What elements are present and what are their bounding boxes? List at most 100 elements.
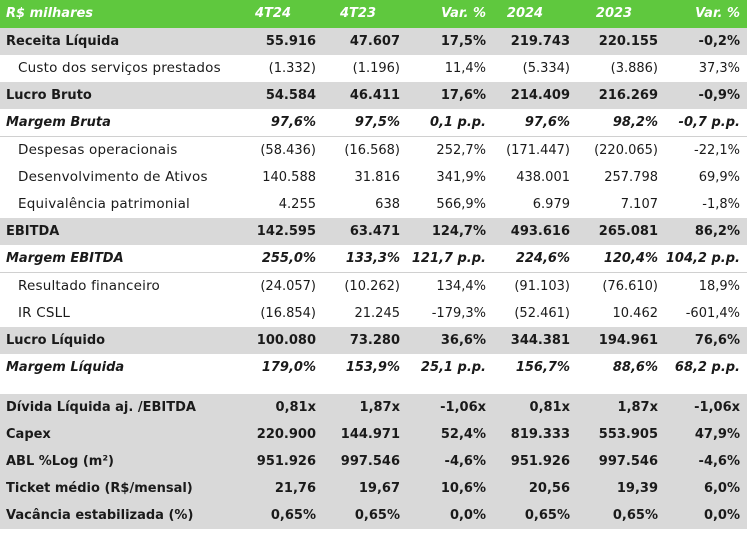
cell-4t24: 54.584	[265, 88, 316, 103]
cell-2023: 120,4%	[603, 251, 658, 266]
cell-var-q: 124,7%	[431, 224, 486, 239]
cell-var-y: 18,9%	[698, 279, 740, 294]
cell-var-q: 52,4%	[440, 427, 486, 442]
cell-2023: 0,65%	[612, 508, 658, 523]
cell-var-y: -0,9%	[698, 88, 740, 103]
row-margem-ebitda: Margem EBITDA 255,0% 133,3% 121,7 p.p. 2…	[0, 245, 747, 273]
cell-2024: 156,7%	[515, 360, 570, 375]
row-label: ABL %Log (m²)	[6, 454, 114, 469]
cell-var-q: 17,5%	[440, 34, 486, 49]
cell-var-y: 37,3%	[698, 61, 740, 76]
cell-4t23: 133,3%	[345, 251, 400, 266]
cell-2023: 216.269	[598, 88, 658, 103]
cell-2024: 97,6%	[524, 115, 570, 130]
cell-2023: 257.798	[604, 170, 658, 185]
row-lucro-liquido: Lucro Líquido 100.080 73.280 36,6% 344.3…	[0, 327, 747, 354]
cell-4t23: 73.280	[349, 333, 400, 348]
cell-2024: (91.103)	[514, 279, 570, 294]
cell-2024: 0,65%	[524, 508, 570, 523]
row-capex: Capex 220.900 144.971 52,4% 819.333 553.…	[0, 421, 747, 448]
cell-4t23: 997.546	[340, 454, 400, 469]
cell-2024: 819.333	[510, 427, 570, 442]
row-label: Lucro Líquido	[6, 333, 106, 348]
cell-var-q: -1,06x	[440, 400, 486, 415]
cell-var-q: 121,7 p.p.	[411, 251, 486, 266]
cell-4t23: (16.568)	[344, 143, 400, 158]
cell-4t24: 0,65%	[270, 508, 316, 523]
header-var-quarter: Var. %	[441, 6, 486, 21]
row-divida-liquida-ebitda: Dívida Líquida aj. /EBITDA 0,81x 1,87x -…	[0, 394, 747, 421]
cell-2024: (52.461)	[514, 306, 570, 321]
row-custo-servicos: Custo dos serviços prestados (1.332) (1.…	[0, 55, 747, 82]
cell-var-q: 566,9%	[436, 197, 486, 212]
header-4t24: 4T24	[254, 6, 291, 21]
cell-var-q: -179,3%	[431, 306, 486, 321]
header-2023: 2023	[595, 6, 633, 21]
cell-4t24: (1.332)	[268, 61, 316, 76]
cell-var-y: 76,6%	[694, 333, 740, 348]
row-label: IR CSLL	[18, 305, 71, 321]
row-label: Ticket médio (R$/mensal)	[6, 481, 193, 496]
cell-var-q: 341,9%	[436, 170, 486, 185]
cell-4t23: 1,87x	[359, 400, 400, 415]
header-2024: 2024	[506, 6, 544, 21]
cell-var-q: 17,6%	[440, 88, 486, 103]
cell-4t24: (16.854)	[260, 306, 316, 321]
cell-4t24: 100.080	[256, 333, 316, 348]
cell-2023: 98,2%	[612, 115, 658, 130]
cell-var-y: -1,8%	[702, 197, 740, 212]
cell-4t24: 4.255	[278, 197, 316, 212]
cell-2023: 553.905	[598, 427, 658, 442]
cell-var-q: 11,4%	[444, 61, 486, 76]
cell-4t23: 0,65%	[354, 508, 400, 523]
header-4t23: 4T23	[339, 6, 376, 21]
cell-4t23: 144.971	[340, 427, 400, 442]
row-abl-log: ABL %Log (m²) 951.926 997.546 -4,6% 951.…	[0, 448, 747, 475]
cell-4t24: 55.916	[265, 34, 316, 49]
cell-4t23: 47.607	[349, 34, 400, 49]
row-ir-csll: IR CSLL (16.854) 21.245 -179,3% (52.461)…	[0, 300, 747, 327]
cell-4t24: 179,0%	[261, 360, 316, 375]
cell-4t23: 19,67	[358, 481, 400, 496]
row-label: Custo dos serviços prestados	[18, 60, 221, 76]
cell-var-q: 134,4%	[436, 279, 486, 294]
cell-2024: 6.979	[532, 197, 570, 212]
row-margem-bruta: Margem Bruta 97,6% 97,5% 0,1 p.p. 97,6% …	[0, 109, 747, 137]
financial-table: R$ milhares 4T24 4T23 Var. % 2024 2023 V…	[0, 0, 747, 529]
row-label: Margem Líquida	[6, 360, 125, 375]
cell-4t24: 951.926	[256, 454, 316, 469]
cell-4t23: 21.245	[354, 306, 401, 321]
cell-var-y: -22,1%	[694, 143, 740, 158]
cell-2024: 344.381	[510, 333, 570, 348]
row-label: Receita Líquida	[6, 34, 120, 49]
cell-4t23: 46.411	[349, 88, 400, 103]
row-vacancia-estabilizada: Vacância estabilizada (%) 0,65% 0,65% 0,…	[0, 502, 747, 529]
cell-2023: 1,87x	[617, 400, 658, 415]
cell-2024: (5.334)	[522, 61, 570, 76]
cell-var-y: 6,0%	[703, 481, 740, 496]
row-label: EBITDA	[6, 224, 60, 239]
cell-2023: (76.610)	[602, 279, 658, 294]
cell-4t24: 142.595	[256, 224, 316, 239]
cell-var-y: 68,2 p.p.	[674, 360, 740, 375]
cell-2024: 214.409	[510, 88, 570, 103]
row-receita-liquida: Receita Líquida 55.916 47.607 17,5% 219.…	[0, 28, 747, 55]
cell-4t23: (10.262)	[344, 279, 400, 294]
row-resultado-financeiro: Resultado financeiro (24.057) (10.262) 1…	[0, 273, 747, 300]
cell-4t24: 140.588	[262, 170, 316, 185]
cell-var-q: 36,6%	[440, 333, 486, 348]
cell-2024: (171.447)	[506, 143, 570, 158]
cell-var-q: -4,6%	[444, 454, 486, 469]
cell-2024: 438.001	[516, 170, 570, 185]
cell-2023: 10.462	[612, 306, 659, 321]
row-label: Resultado financeiro	[18, 278, 160, 294]
cell-2023: 265.081	[598, 224, 658, 239]
cell-4t24: 0,81x	[275, 400, 316, 415]
cell-2023: 997.546	[598, 454, 658, 469]
cell-var-y: -4,6%	[698, 454, 740, 469]
cell-4t23: (1.196)	[352, 61, 400, 76]
section-gap	[0, 381, 747, 394]
cell-4t23: 97,5%	[354, 115, 400, 130]
cell-2024: 224,6%	[515, 251, 570, 266]
row-label: Vacância estabilizada (%)	[6, 508, 194, 523]
